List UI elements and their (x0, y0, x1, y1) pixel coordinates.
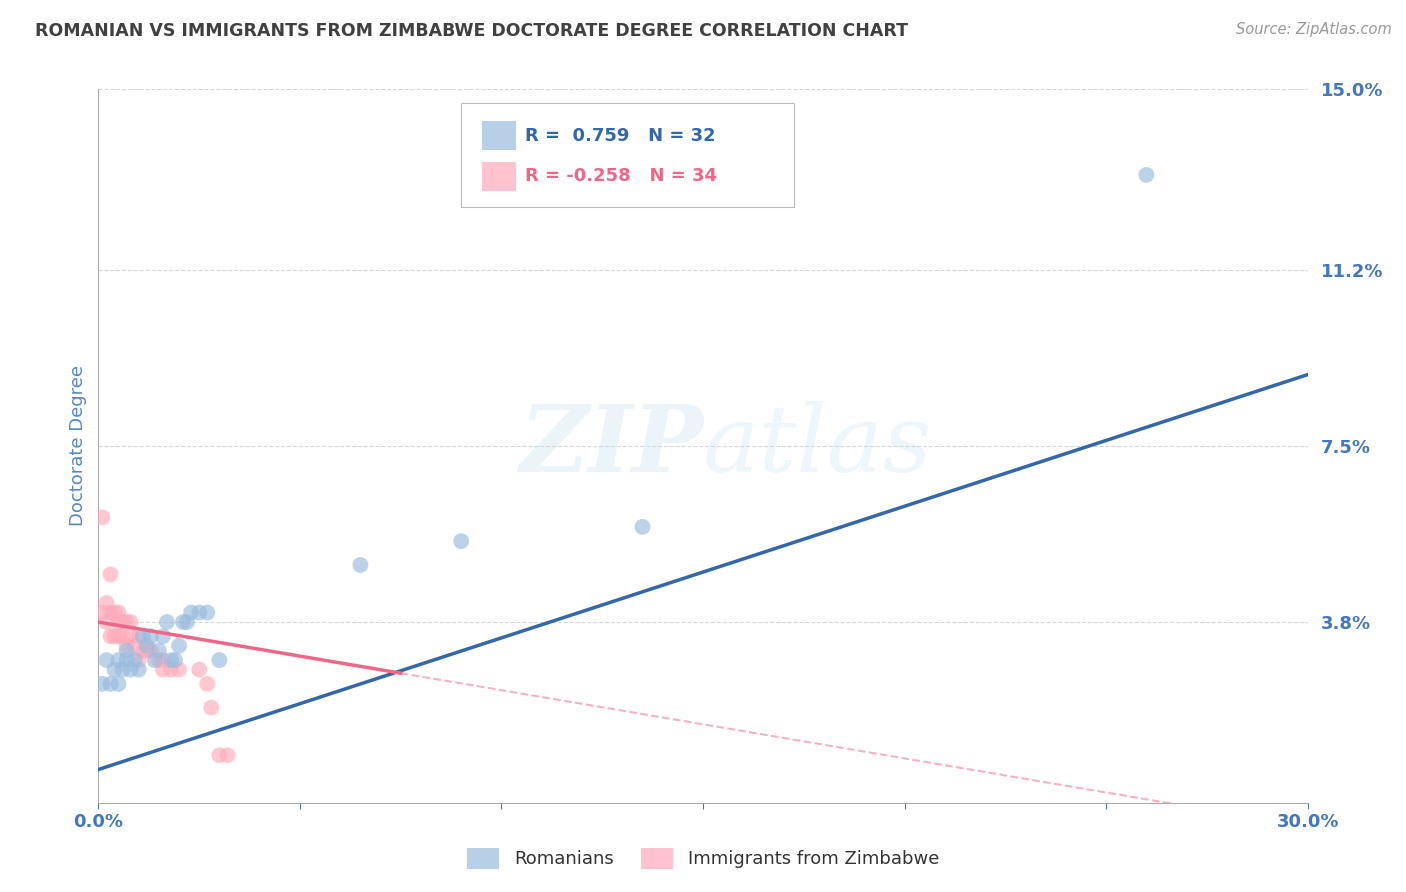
Point (152, 663, 174, 677)
Text: ROMANIAN VS IMMIGRANTS FROM ZIMBABWE DOCTORATE DEGREE CORRELATION CHART: ROMANIAN VS IMMIGRANTS FROM ZIMBABWE DOC… (35, 22, 908, 40)
Point (139, 629, 162, 643)
Point (100, 629, 122, 643)
Point (167, 663, 190, 677)
Point (107, 629, 129, 643)
Point (217, 748, 239, 763)
Point (156, 615, 179, 629)
Point (111, 663, 134, 677)
Point (103, 606, 125, 620)
Text: R =  0.759   N = 32: R = 0.759 N = 32 (526, 127, 716, 145)
Point (124, 653, 146, 667)
Point (120, 663, 142, 677)
Point (91, 677, 114, 691)
Point (148, 643, 170, 657)
Point (111, 615, 134, 629)
Point (135, 643, 157, 657)
Point (152, 653, 174, 667)
Point (152, 629, 174, 643)
Point (148, 653, 170, 667)
Point (163, 653, 186, 667)
Point (115, 643, 138, 657)
Point (120, 615, 142, 629)
Point (128, 629, 150, 643)
Point (167, 639, 190, 653)
Point (180, 606, 202, 620)
Point (176, 615, 198, 629)
Point (100, 606, 122, 620)
Point (115, 653, 138, 667)
Text: R = -0.258   N = 34: R = -0.258 N = 34 (526, 168, 717, 186)
Point (188, 663, 211, 677)
Point (349, 558, 371, 572)
Point (107, 653, 129, 667)
Point (96, 596, 118, 610)
Point (143, 653, 166, 667)
Point (160, 653, 183, 667)
Point (96, 653, 118, 667)
Point (1135, 168, 1157, 182)
Text: atlas: atlas (703, 401, 932, 491)
Point (91, 606, 114, 620)
Text: Source: ZipAtlas.com: Source: ZipAtlas.com (1236, 22, 1392, 37)
FancyBboxPatch shape (461, 103, 793, 207)
Point (132, 629, 155, 643)
Text: ZIP: ZIP (519, 401, 703, 491)
Point (208, 748, 231, 763)
Point (115, 639, 138, 653)
Point (91, 510, 114, 524)
Point (107, 606, 129, 620)
Point (103, 663, 125, 677)
Point (111, 629, 134, 643)
Point (450, 534, 472, 549)
Point (128, 663, 150, 677)
Point (120, 629, 142, 643)
Point (100, 567, 122, 582)
Point (139, 643, 162, 657)
Point (128, 653, 150, 667)
Point (96, 615, 118, 629)
Point (100, 677, 122, 691)
Point (195, 606, 218, 620)
Point (160, 663, 183, 677)
Point (200, 700, 222, 714)
Point (188, 606, 211, 620)
Point (124, 639, 146, 653)
Point (115, 615, 138, 629)
Point (107, 677, 129, 691)
Legend: Romanians, Immigrants from Zimbabwe: Romanians, Immigrants from Zimbabwe (460, 840, 946, 876)
FancyBboxPatch shape (482, 121, 516, 150)
Point (135, 639, 157, 653)
Y-axis label: Doctorate Degree: Doctorate Degree (69, 366, 87, 526)
Point (195, 677, 218, 691)
Point (208, 653, 231, 667)
Point (172, 615, 194, 629)
Point (132, 643, 155, 657)
Point (107, 615, 129, 629)
Point (103, 629, 125, 643)
FancyBboxPatch shape (482, 162, 516, 191)
Point (631, 520, 654, 534)
